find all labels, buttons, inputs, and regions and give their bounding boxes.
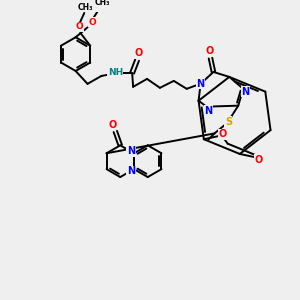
Text: CH₃: CH₃	[77, 2, 93, 11]
Text: N: N	[127, 166, 135, 176]
Text: CH₃: CH₃	[95, 0, 110, 7]
Text: O: O	[218, 129, 227, 139]
Text: N: N	[127, 146, 135, 156]
Text: S: S	[225, 116, 232, 127]
Text: O: O	[206, 46, 214, 56]
Text: O: O	[76, 22, 83, 31]
Text: O: O	[108, 119, 116, 130]
Text: N: N	[204, 106, 213, 116]
Text: O: O	[254, 155, 263, 165]
Text: O: O	[135, 48, 143, 58]
Text: O: O	[88, 18, 96, 27]
Text: NH: NH	[108, 68, 123, 77]
Text: N: N	[196, 79, 205, 89]
Text: N: N	[241, 87, 249, 97]
